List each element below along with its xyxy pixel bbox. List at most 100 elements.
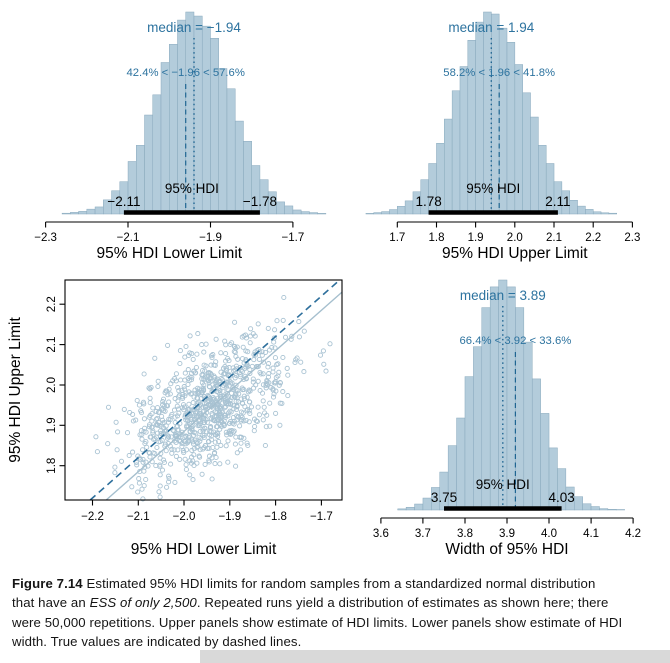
scatter-point (163, 423, 169, 429)
scatter-point (112, 464, 118, 470)
scatter-point (201, 349, 207, 355)
scatter-point (176, 438, 182, 444)
scatter-point (202, 461, 208, 467)
scatter-point (233, 434, 239, 440)
scatter-point (260, 359, 267, 365)
scatter-point (195, 388, 201, 394)
scatter-point (172, 396, 178, 402)
scatter-point (114, 447, 120, 453)
scatter-point (228, 409, 234, 415)
scatter-point (121, 406, 127, 412)
scatter-point (203, 417, 209, 423)
scatter-point (221, 371, 227, 377)
scatter-point (195, 440, 201, 446)
scatter-point (187, 374, 193, 380)
x-tick-label: 3.6 (373, 528, 389, 540)
scatter-point (223, 350, 229, 357)
scatter-point (248, 404, 255, 410)
scatter-point (167, 417, 173, 423)
x-axis-label: 95% HDI Upper Limit (442, 245, 588, 262)
caption-text: ESS of only 2,500 (89, 595, 197, 611)
scatter-point (143, 476, 149, 483)
hist-bar (218, 68, 228, 215)
scatter-point (147, 395, 153, 401)
scatter-point (208, 353, 215, 359)
scatter-point (260, 382, 266, 388)
scatter-point (155, 409, 162, 415)
hist-bar (397, 508, 407, 511)
median-width-line (105, 291, 343, 501)
scatter-point (156, 489, 162, 495)
scatter-point (183, 462, 189, 468)
scatter-point (260, 398, 266, 404)
scatter-point (256, 356, 262, 362)
scatter-point (148, 384, 154, 390)
scatter-point (163, 448, 169, 454)
scatter-point (251, 428, 257, 434)
scatter-point (189, 351, 195, 357)
caption-text: . Repeated runs yield a distribution of … (196, 595, 609, 611)
scatter-point (298, 359, 304, 365)
scatter-point (141, 468, 147, 474)
scatter-point (245, 442, 251, 449)
scatter-point (172, 479, 178, 485)
scatter-point (195, 331, 201, 337)
scatter-point (223, 429, 229, 435)
scatter-point (94, 449, 100, 455)
scatter-point (218, 442, 224, 448)
scatter-point (209, 455, 215, 461)
scatter-point (185, 412, 191, 418)
scatter-point (212, 417, 218, 423)
scatter-point (203, 443, 209, 449)
scatter-point (124, 430, 131, 436)
scatter-point (195, 402, 201, 408)
scatter-point (176, 427, 182, 433)
scatter-point (179, 387, 185, 393)
scatter-point (152, 450, 158, 457)
hist-bar (585, 209, 594, 215)
caption-line: were 50,000 repetitions. Upper panels sh… (12, 613, 662, 632)
scatter-point (184, 440, 190, 446)
scatter-point (180, 402, 187, 408)
y-tick-label: 2.0 (46, 377, 58, 393)
x-tick-label: 3.9 (499, 528, 515, 540)
scatter-point (233, 387, 239, 393)
scatter-point (164, 484, 170, 490)
scatter-point (320, 348, 326, 354)
scatter-point (207, 384, 213, 390)
scatter-point (213, 424, 220, 430)
x-tick-label: −2.0 (173, 511, 196, 523)
scatter-point (239, 400, 246, 406)
scatter-point (222, 398, 228, 404)
scatter-point (227, 418, 234, 425)
scatter-point (174, 413, 181, 419)
scatter-point (234, 395, 240, 401)
scatter-point (130, 418, 136, 424)
scatter-point (150, 430, 156, 436)
scatter-point (185, 381, 191, 388)
scatter-point (239, 385, 245, 391)
hdi-low-label: 1.78 (415, 194, 441, 209)
scatter-point (196, 422, 202, 429)
hist-bar (592, 211, 602, 215)
scatter-point (271, 339, 277, 345)
scatter-point (175, 406, 181, 412)
scatter-point (244, 394, 250, 400)
scatter-point (266, 361, 272, 367)
scatter-point (233, 407, 239, 413)
hist-bar (451, 90, 461, 215)
scatter-point (241, 396, 247, 402)
scatter-point (272, 345, 278, 351)
scatter-point (246, 419, 252, 425)
scatter-point (161, 457, 167, 463)
scatter-point (149, 418, 155, 424)
hist-upper-svg: 95% HDI 1.78 2.11 1.7 1.8 1.9 2.0 2.1 2.2 2.3 medi… (365, 11, 640, 262)
scatter-point (213, 454, 219, 461)
scatter-point (140, 459, 146, 465)
horizontal-scrollbar[interactable] (200, 650, 670, 663)
hist-bar (61, 212, 71, 215)
scatter-point (321, 361, 327, 367)
hist-bar (397, 206, 406, 215)
scatter-point (226, 430, 232, 436)
scatter-point (166, 434, 172, 440)
